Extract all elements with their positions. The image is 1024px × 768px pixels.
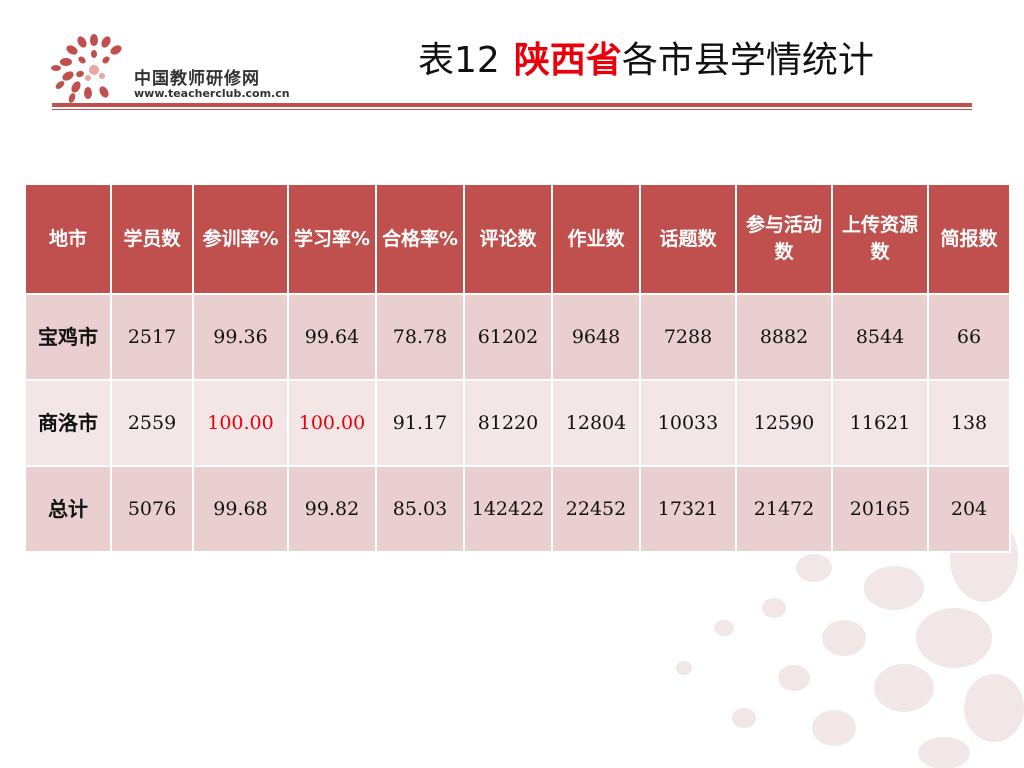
logo-flower-icon <box>51 34 122 103</box>
table-cell: 2517 <box>110 293 194 381</box>
table-cell: 12590 <box>735 379 833 467</box>
table-cell: 99.82 <box>287 465 377 553</box>
table-cell: 10033 <box>639 379 737 467</box>
table-row: 宝鸡市 2517 99.36 99.64 78.78 61202 9648 72… <box>24 293 1011 381</box>
column-header: 学习率% <box>287 183 377 295</box>
table-cell: 9648 <box>551 293 641 381</box>
table-cell-city: 宝鸡市 <box>24 293 112 381</box>
column-header: 话题数 <box>639 183 737 295</box>
table-cell: 91.17 <box>375 379 465 467</box>
title-divider <box>52 103 972 107</box>
table-cell-highlight: 100.00 <box>192 379 289 467</box>
column-header: 参训率% <box>192 183 289 295</box>
table-cell: 85.03 <box>375 465 465 553</box>
table-cell: 61202 <box>463 293 553 381</box>
column-header: 学员数 <box>110 183 194 295</box>
table-cell: 11621 <box>831 379 929 467</box>
table-cell-highlight: 100.00 <box>287 379 377 467</box>
column-header: 上传资源数 <box>831 183 929 295</box>
table-cell: 78.78 <box>375 293 465 381</box>
table-cell: 17321 <box>639 465 737 553</box>
stats-table: 地市 学员数 参训率% 学习率% 合格率% 评论数 作业数 话题数 参与活动数 … <box>24 183 1011 553</box>
table-cell: 22452 <box>551 465 641 553</box>
logo[interactable]: 中国教师研修网 www.teacherclub.com.cn <box>48 30 308 108</box>
table-cell: 20165 <box>831 465 929 553</box>
table-cell: 8882 <box>735 293 833 381</box>
column-header: 评论数 <box>463 183 553 295</box>
table-cell: 66 <box>927 293 1011 381</box>
table-cell: 8544 <box>831 293 929 381</box>
column-header: 参与活动数 <box>735 183 833 295</box>
title-rest: 各市县学情统计 <box>621 40 874 81</box>
table-row-total: 总计 5076 99.68 99.82 85.03 142422 22452 1… <box>24 465 1011 553</box>
table-header-row: 地市 学员数 参训率% 学习率% 合格率% 评论数 作业数 话题数 参与活动数 … <box>24 183 1011 295</box>
table-cell: 81220 <box>463 379 553 467</box>
title-divider-thin <box>52 109 972 110</box>
table-cell: 7288 <box>639 293 737 381</box>
table-cell-city: 总计 <box>24 465 112 553</box>
table-cell: 204 <box>927 465 1011 553</box>
logo-url: www.teacherclub.com.cn <box>134 87 290 100</box>
title-highlight: 陕西省 <box>513 40 622 81</box>
table-cell: 138 <box>927 379 1011 467</box>
column-header: 作业数 <box>551 183 641 295</box>
column-header: 地市 <box>24 183 112 295</box>
logo-name: 中国教师研修网 <box>134 69 260 89</box>
decorative-dots-watermark <box>676 478 1024 768</box>
table-cell: 99.68 <box>192 465 289 553</box>
table-cell: 12804 <box>551 379 641 467</box>
table-cell: 2559 <box>110 379 194 467</box>
table-cell: 21472 <box>735 465 833 553</box>
table-row: 商洛市 2559 100.00 100.00 91.17 81220 12804… <box>24 379 1011 467</box>
table-cell: 5076 <box>110 465 194 553</box>
table-cell-city: 商洛市 <box>24 379 112 467</box>
table-cell: 99.64 <box>287 293 377 381</box>
table-cell: 99.36 <box>192 293 289 381</box>
column-header: 简报数 <box>927 183 1011 295</box>
table-cell: 142422 <box>463 465 553 553</box>
page-title: 表12 陕西省各市县学情统计 <box>418 38 874 84</box>
title-prefix: 表12 <box>418 40 500 81</box>
column-header: 合格率% <box>375 183 465 295</box>
